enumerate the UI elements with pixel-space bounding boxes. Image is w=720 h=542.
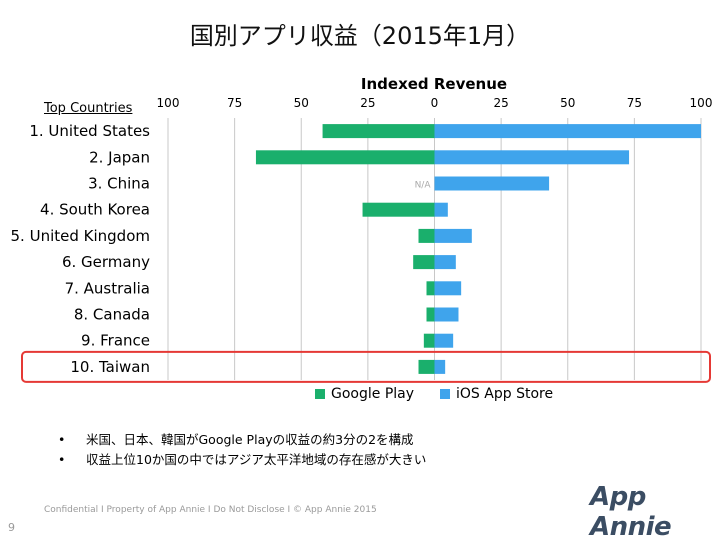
- app-annie-logo: App Annie: [590, 482, 672, 542]
- chart-legend: Google Play iOS App Store: [315, 386, 579, 402]
- highlight-box: [21, 350, 711, 383]
- category-label: 3. China: [88, 175, 150, 193]
- bar-google-play: [423, 333, 435, 348]
- bar-google-play: [418, 359, 435, 374]
- bar-ios-app-store: [434, 333, 454, 348]
- bullet-text: 収益上位10か国の中ではアジア太平洋地域の存在感が大きい: [86, 452, 427, 467]
- bar-google-play: [418, 228, 435, 243]
- legend-swatch-ios-app-store: [440, 389, 451, 399]
- legend-label-ios-app-store: iOS App Store: [456, 386, 554, 402]
- bar-ios-app-store: [434, 150, 630, 165]
- category-label: 2. Japan: [89, 148, 150, 166]
- tick-label: 75: [227, 96, 242, 110]
- category-label: 8. Canada: [74, 306, 150, 324]
- bar-google-play: [426, 307, 435, 322]
- bar-ios-app-store: [434, 202, 448, 217]
- footer-confidential: Confidential I Property of App Annie I D…: [44, 505, 377, 515]
- bar-ios-app-store: [434, 281, 462, 296]
- bar-google-play: [426, 281, 435, 296]
- bar-ios-app-store: [434, 228, 472, 243]
- bullet-marker: •: [58, 452, 66, 467]
- legend-swatch-google-play: [315, 389, 325, 399]
- bullet-text: 米国、日本、韓国がGoogle Playの収益の約3分の2を構成: [86, 432, 414, 447]
- tick-label: 75: [627, 96, 642, 110]
- tick-label: 100: [690, 96, 713, 110]
- tick-label: 100: [157, 96, 180, 110]
- legend-item-ios-app-store: iOS App Store: [440, 386, 553, 402]
- bullet-item: • 米国、日本、韓国がGoogle Playの収益の約3分の2を構成: [58, 430, 426, 450]
- category-header: Top Countries: [44, 101, 133, 116]
- butterfly-bar-chart: 100 75 50 25 0 25 50 75 100 1. United States 2. Ja…: [11, 96, 713, 383]
- category-label: 7. Australia: [65, 279, 150, 297]
- bar-ios-app-store: [434, 176, 550, 191]
- bar-ios-app-store: [434, 255, 456, 270]
- tick-label: 0: [431, 96, 439, 110]
- bar-google-play: [362, 202, 435, 217]
- page-number: 9: [8, 521, 15, 534]
- category-label: 4. South Korea: [40, 201, 150, 219]
- tick-label: 50: [294, 96, 309, 110]
- tick-label: 25: [360, 96, 375, 110]
- tick-label: 25: [493, 96, 508, 110]
- bar-ios-app-store: [434, 359, 446, 374]
- bar-google-play: [255, 150, 435, 165]
- bullet-marker: •: [58, 432, 66, 447]
- category-label: 5. United Kingdom: [11, 227, 150, 245]
- category-label: 9. France: [81, 332, 150, 350]
- legend-item-google-play: Google Play: [315, 386, 414, 402]
- tick-label: 50: [560, 96, 575, 110]
- slide-title: 国別アプリ収益（2015年1月）: [189, 22, 531, 50]
- legend-label-google-play: Google Play: [331, 386, 415, 402]
- na-label: N/A: [415, 181, 432, 191]
- category-label: 6. Germany: [62, 253, 150, 271]
- category-label: 10. Taiwan: [70, 358, 150, 376]
- category-label: 1. United States: [29, 122, 150, 140]
- bar-google-play: [413, 255, 435, 270]
- bar-ios-app-store: [434, 124, 701, 139]
- bar-google-play: [322, 124, 435, 139]
- bullet-item: • 収益上位10か国の中ではアジア太平洋地域の存在感が大きい: [58, 450, 426, 470]
- chart-title: Indexed Revenue: [360, 75, 508, 93]
- bullet-list: • 米国、日本、韓国がGoogle Playの収益の約3分の2を構成 • 収益上…: [58, 430, 426, 470]
- bar-ios-app-store: [434, 307, 459, 322]
